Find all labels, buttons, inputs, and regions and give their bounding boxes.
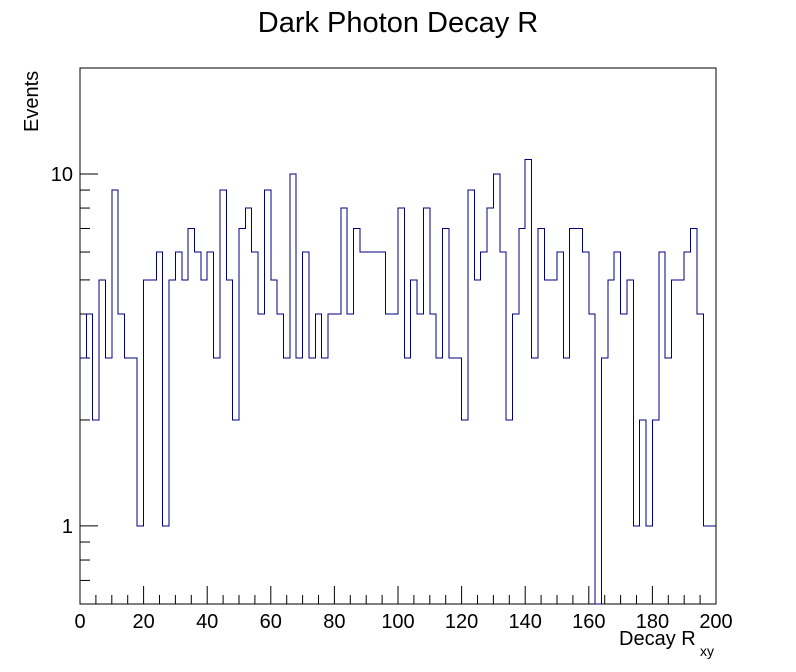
x-axis-label: Decay R — [619, 628, 696, 650]
histogram-bins — [80, 158, 716, 605]
x-tick-label: 100 — [381, 611, 414, 633]
x-axis-label-subscript: xy — [700, 643, 714, 659]
x-tick-label: 180 — [636, 611, 669, 633]
histogram-series-line — [80, 158, 716, 605]
chart-title: Dark Photon Decay R — [258, 7, 538, 39]
y-axis-ticks: 1 10 — [51, 67, 98, 605]
y-axis-label: Events — [21, 71, 43, 132]
x-tick-label: 60 — [260, 611, 282, 633]
y-axis-label-group: Events — [21, 71, 43, 132]
x-tick-label: 160 — [572, 611, 605, 633]
x-tick-label: 20 — [132, 611, 154, 633]
x-tick-label: 0 — [74, 611, 85, 633]
y-tick-label: 1 — [62, 516, 73, 538]
y-tick-label: 10 — [51, 164, 73, 186]
x-tick-label: 200 — [699, 611, 732, 633]
x-tick-label: 80 — [323, 611, 345, 633]
x-tick-label: 140 — [509, 611, 542, 633]
x-tick-label: 120 — [445, 611, 478, 633]
x-axis-ticks: 0 20 40 60 80 100 120 140 160 180 200 — [74, 586, 733, 633]
plot-frame — [79, 67, 717, 605]
x-tick-label: 40 — [196, 611, 218, 633]
